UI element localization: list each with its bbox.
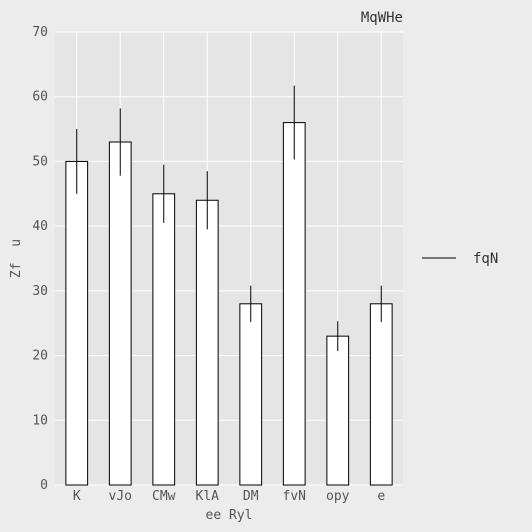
bar	[195, 199, 219, 486]
bar	[282, 122, 306, 486]
y-tick-label: 10	[32, 413, 48, 428]
x-tick-label: opy	[326, 489, 350, 504]
bars	[65, 122, 393, 486]
x-tick-label: CMw	[152, 489, 176, 504]
y-tick-label: 50	[32, 154, 48, 169]
x-tick-label: fvN	[283, 489, 306, 504]
y-tick-labels: 0 10 20 30 40 50 60 70	[32, 25, 48, 493]
bar	[239, 303, 263, 486]
bar	[369, 303, 393, 486]
error-bars	[76, 85, 382, 352]
y-tick-label: 40	[32, 219, 48, 234]
y-tick-label: 30	[32, 284, 48, 299]
y-tick-label: 60	[32, 90, 48, 105]
x-tick-label: KlA	[196, 489, 220, 504]
bar	[326, 335, 350, 486]
x-tick-label: K	[73, 489, 81, 504]
bar	[65, 160, 89, 486]
x-tick-label: e	[377, 489, 385, 504]
x-tick-label: DM	[243, 489, 259, 504]
y-axis-label: Zf u	[9, 239, 24, 278]
y-tick-label: 0	[40, 478, 48, 493]
x-axis-label: ee Ryl	[206, 508, 253, 523]
y-tick-label: 20	[32, 349, 48, 364]
chart-title: MqWHe	[361, 10, 403, 26]
plot-area	[55, 32, 403, 485]
y-tick-label: 70	[32, 25, 48, 40]
x-tick-label: vJo	[109, 489, 132, 504]
bar	[152, 193, 176, 486]
legend-label: fqN	[473, 251, 498, 267]
legend: fqN	[422, 251, 498, 267]
bar	[108, 141, 132, 486]
